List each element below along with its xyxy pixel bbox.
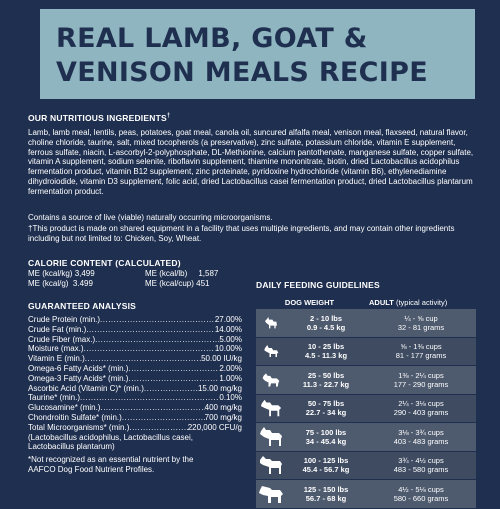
- table-row: 10 - 25 lbs 4.5 - 11.3 kg ⅝ - 1⅜ cups 81 -…: [256, 337, 476, 365]
- mastiff-dog-icon: [256, 480, 286, 508]
- giant-dog-icon: [256, 451, 286, 479]
- aafco-footnote: *Not recognized as an essential nutrient…: [28, 455, 194, 465]
- calorie-row: ME (kcal/lb) 1,587: [145, 269, 219, 278]
- recipe-title-line-2: VENISON MEALS RECIPE: [56, 57, 428, 88]
- analysis-row: Chondroitin Sulfate* (min.)700 mg/kg: [28, 413, 242, 423]
- analysis-row: Omega-6 Fatty Acids* (min.)2.00%: [28, 364, 242, 374]
- analysis-row: Omega-3 Fatty Acids* (min.)1.00%: [28, 374, 242, 384]
- calorie-row: ME (kcal/cup) 451: [145, 279, 210, 288]
- ingredients-heading: OUR NUTRITIOUS INGREDIENTS†: [28, 113, 171, 123]
- calorie-row: ME (kcal/kg) 3,499: [28, 269, 95, 278]
- analysis-row: Glucosamine* (min.)400 mg/kg: [28, 403, 242, 413]
- title-banner: REAL LAMB, GOAT & VENISON MEALS RECIPE: [40, 9, 475, 99]
- guaranteed-analysis-list: Crude Protein (min.)27.00% Crude Fat (mi…: [28, 315, 242, 475]
- table-row: 75 - 100 lbs 34 - 45.4 kg 3⅛ - 3¾ cups 403…: [256, 423, 476, 451]
- recipe-title-line-1: REAL LAMB, GOAT &: [56, 23, 368, 54]
- large-dog-icon: [256, 394, 286, 422]
- ingredients-list: Lamb, lamb meal, lentils, peas, potatoes…: [28, 128, 474, 196]
- analysis-row: Moisture (max.)10.00%: [28, 344, 242, 354]
- aafco-footnote: AAFCO Dog Food Nutrient Profiles.: [28, 464, 155, 474]
- calorie-heading: CALORIE CONTENT (CALCULATED): [28, 258, 181, 268]
- calorie-row: ME (kcal/g) 3.499: [28, 279, 93, 288]
- tiny-dog-icon: [256, 309, 286, 337]
- medium-dog-icon: [256, 366, 286, 394]
- feeding-table: DOG WEIGHT ADULT (typical activity) 2 - …: [256, 295, 476, 509]
- table-row: 25 - 50 lbs 11.3 - 22.7 kg 1⅜ - 2¼ cups 17…: [256, 366, 476, 394]
- table-row: 2 - 10 lbs 0.9 - 4.5 kg ¼ - ⅝ cup 32 - 81 …: [256, 309, 476, 337]
- feeding-table-header: DOG WEIGHT ADULT (typical activity): [256, 295, 476, 309]
- analysis-row: Taurine* (min.)0.10%: [28, 393, 242, 403]
- guaranteed-analysis-heading: GUARANTEED ANALYSIS: [28, 301, 137, 311]
- microorganism-note: (Lactobacillus acidophilus, Lactobacillu…: [28, 432, 193, 442]
- live-microorganisms-note: Contains a source of live (viable) natur…: [28, 213, 273, 222]
- analysis-row: Crude Fiber (max.)5.00%: [28, 335, 242, 345]
- small-dog-icon: [256, 337, 286, 365]
- feeding-heading: DAILY FEEDING GUIDELINES: [256, 280, 380, 290]
- table-row: 50 - 75 lbs 22.7 - 34 kg 2¼ - 3⅛ cups 290 …: [256, 394, 476, 422]
- adult-column-header: ADULT (typical activity): [369, 297, 448, 307]
- analysis-row: Total Microorganisms* (min.)220,000 CFU/…: [28, 423, 242, 433]
- ingredients-footnote: †This product is made on shared equipmen…: [28, 224, 455, 243]
- analysis-row: Crude Fat (min.)14.00%: [28, 325, 242, 335]
- analysis-row: Ascorbic Acid (Vitamin C)* (min.)15.00 m…: [28, 384, 242, 394]
- analysis-row: Crude Protein (min.)27.00%: [28, 315, 242, 325]
- analysis-row: Vitamin E (min.)50.00 IU/kg: [28, 354, 242, 364]
- microorganism-note: Lactobacillus plantarum): [28, 442, 115, 452]
- weight-column-header: DOG WEIGHT: [284, 297, 335, 307]
- table-row: 100 - 125 lbs 45.4 - 56.7 kg 3¾ - 4½ cups…: [256, 451, 476, 479]
- table-row: 125 - 150 lbs 56.7 - 68 kg 4½ - 5⅛ cups 58…: [256, 480, 476, 508]
- xl-dog-icon: [256, 423, 286, 451]
